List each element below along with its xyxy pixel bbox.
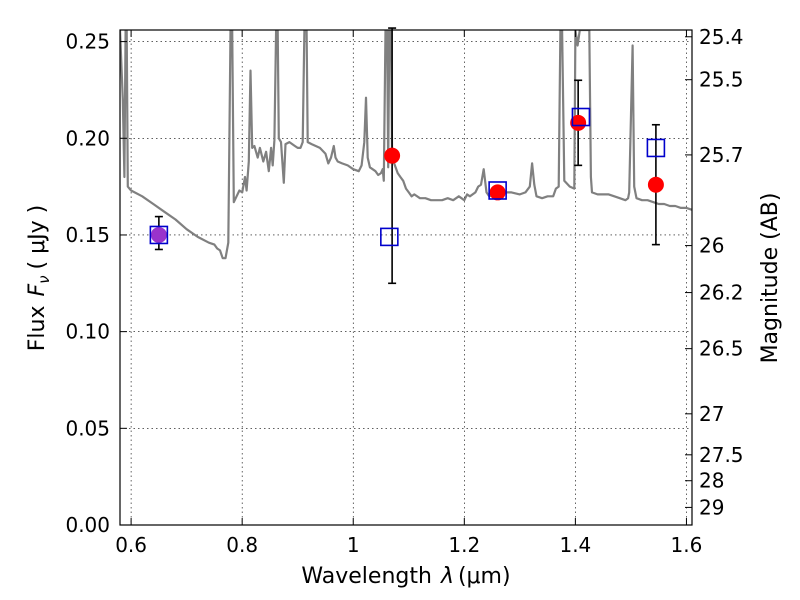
y2-tick-label: 27.5 bbox=[699, 443, 744, 467]
x-axis-ticks: 0.6 0.8 1 1.2 1.4 1.6 bbox=[115, 30, 702, 557]
x-tick-label: 1.4 bbox=[559, 533, 591, 557]
y2-tick-label: 25.5 bbox=[699, 68, 744, 92]
y-tick-label: 0.05 bbox=[65, 416, 110, 440]
y2-tick-label: 26.2 bbox=[699, 281, 744, 305]
observed-point bbox=[570, 114, 587, 131]
y-tick-label: 0.25 bbox=[65, 30, 110, 54]
x-tick-label: 1.6 bbox=[671, 533, 703, 557]
y-tick-label: 0.10 bbox=[65, 320, 110, 344]
x-tick-label: 1 bbox=[347, 533, 360, 557]
model-photometry-square bbox=[646, 138, 666, 158]
y2-axis-label: Magnitude (AB) bbox=[758, 193, 783, 364]
plot-frame bbox=[119, 29, 693, 526]
grid bbox=[120, 30, 692, 526]
x-tick-label: 0.8 bbox=[226, 533, 258, 557]
x-tick-label: 0.6 bbox=[115, 533, 147, 557]
y-axis-ticks: 0.00 0.05 0.10 0.15 0.20 0.25 bbox=[65, 30, 127, 537]
x-axis-label: Wavelength λ (μm) bbox=[301, 564, 510, 589]
y2-tick-label: 26.5 bbox=[699, 337, 744, 361]
model-spectrum-line bbox=[120, 30, 692, 260]
model-photometry-square bbox=[380, 227, 399, 247]
observed-point bbox=[647, 176, 664, 193]
x-tick-label: 1.2 bbox=[448, 533, 480, 557]
y-tick-label: 0.00 bbox=[65, 513, 110, 537]
observed-points-layer bbox=[150, 114, 664, 243]
model-photometry-square bbox=[149, 225, 169, 245]
observed-point bbox=[150, 226, 167, 243]
y2-tick-label: 27 bbox=[699, 402, 724, 426]
y2-tick-label: 28 bbox=[699, 469, 724, 493]
y-tick-label: 0.15 bbox=[65, 223, 110, 247]
y2-tick-label: 29 bbox=[699, 495, 724, 519]
model-photometry-square bbox=[488, 181, 507, 200]
model-photometry-square bbox=[571, 107, 591, 127]
model-photometry-layer bbox=[149, 107, 666, 247]
y2-tick-label: 25.7 bbox=[699, 143, 744, 167]
y2-tick-label: 26 bbox=[699, 234, 724, 258]
model-spectrum-layer bbox=[120, 30, 692, 260]
y-tick-label: 0.20 bbox=[65, 126, 110, 150]
y2-tick-label: 25.4 bbox=[699, 25, 744, 49]
observed-point bbox=[384, 147, 401, 164]
observed-point bbox=[489, 184, 506, 201]
y-axis-label: FluxFν( μJy ) bbox=[25, 205, 53, 351]
